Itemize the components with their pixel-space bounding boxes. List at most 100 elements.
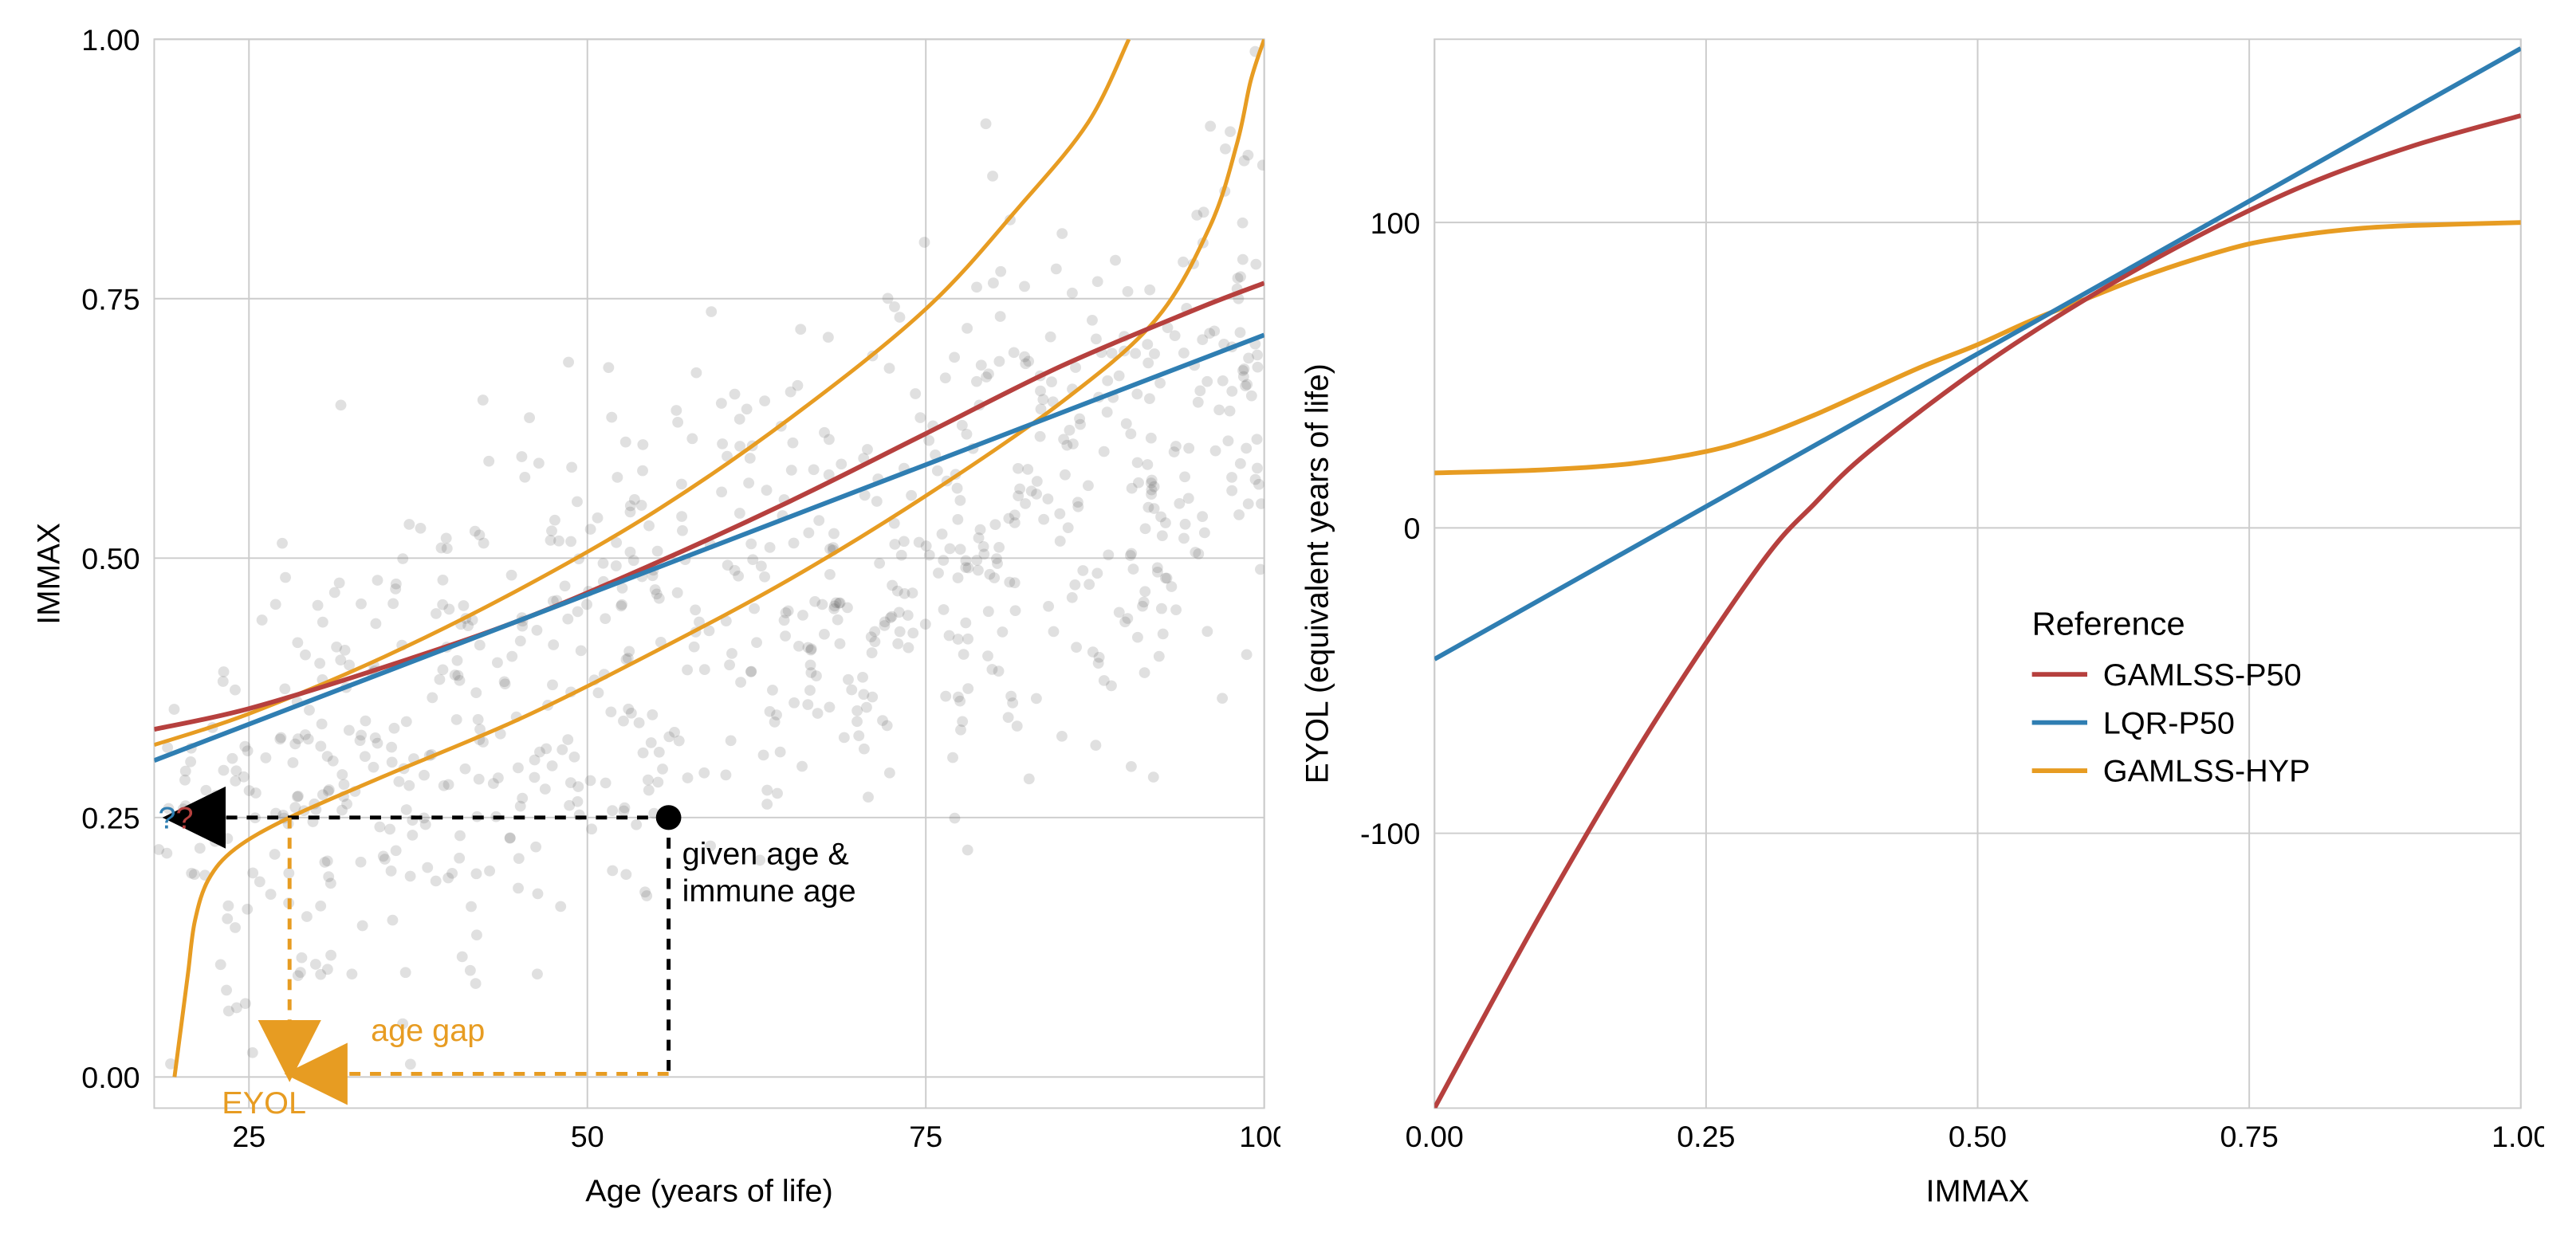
scatter-point bbox=[1009, 347, 1020, 358]
scatter-point bbox=[997, 626, 1008, 638]
scatter-point bbox=[835, 638, 846, 650]
figure-container: ??given age &immune ageage gapEYOL255075… bbox=[0, 0, 2576, 1260]
scatter-point bbox=[991, 553, 1002, 564]
scatter-point bbox=[638, 748, 649, 759]
scatter-point bbox=[1146, 433, 1157, 444]
scatter-point bbox=[1139, 667, 1150, 678]
scatter-point bbox=[690, 367, 702, 379]
scatter-point bbox=[607, 805, 618, 816]
scatter-point bbox=[726, 735, 737, 746]
scatter-point bbox=[796, 761, 808, 772]
scatter-point bbox=[585, 524, 596, 535]
scatter-point bbox=[247, 868, 258, 879]
scatter-point bbox=[938, 604, 950, 615]
scatter-point bbox=[899, 588, 910, 599]
scatter-point bbox=[403, 519, 415, 530]
scatter-point bbox=[795, 324, 806, 335]
y-tick-label: 1.00 bbox=[81, 23, 140, 57]
scatter-point bbox=[524, 412, 535, 423]
scatter-point bbox=[775, 747, 786, 758]
scatter-point bbox=[989, 519, 1001, 530]
scatter-point bbox=[993, 356, 1005, 367]
scatter-point bbox=[1083, 579, 1095, 590]
scatter-point bbox=[811, 670, 822, 681]
scatter-point bbox=[637, 465, 648, 477]
scatter-point bbox=[1205, 121, 1216, 132]
scatter-point bbox=[218, 666, 230, 677]
scatter-point bbox=[488, 778, 499, 789]
scatter-point bbox=[1174, 498, 1185, 509]
scatter-point bbox=[314, 657, 325, 669]
scatter-point bbox=[1009, 577, 1021, 588]
scatter-point bbox=[1170, 604, 1182, 615]
scatter-point bbox=[625, 507, 636, 518]
scatter-point bbox=[1087, 315, 1098, 326]
scatter-point bbox=[474, 640, 486, 651]
scatter-point bbox=[1199, 528, 1210, 539]
scatter-point bbox=[828, 528, 840, 540]
scatter-point bbox=[231, 1003, 242, 1014]
scatter-point bbox=[471, 869, 482, 880]
scatter-point bbox=[563, 357, 574, 368]
scatter-point bbox=[836, 459, 847, 470]
scatter-point bbox=[953, 572, 964, 583]
scatter-point bbox=[222, 901, 234, 912]
scatter-point bbox=[277, 538, 288, 549]
scatter-point bbox=[201, 798, 212, 809]
scatter-point bbox=[270, 599, 281, 610]
scatter-point bbox=[808, 464, 820, 475]
scatter-point bbox=[317, 719, 328, 730]
scatter-point bbox=[462, 620, 474, 631]
scatter-point bbox=[724, 659, 735, 670]
scatter-point bbox=[460, 763, 471, 775]
scatter-point bbox=[222, 833, 233, 844]
scatter-point bbox=[1132, 632, 1143, 643]
scatter-point bbox=[816, 599, 828, 610]
scatter-point bbox=[356, 599, 367, 610]
scatter-point bbox=[789, 697, 800, 709]
scatter-point bbox=[643, 785, 655, 796]
x-tick-label: 0.75 bbox=[2220, 1120, 2278, 1153]
scatter-point bbox=[819, 427, 830, 438]
scatter-point bbox=[374, 822, 385, 833]
scatter-point bbox=[541, 744, 552, 755]
scatter-point bbox=[606, 412, 617, 423]
scatter-point bbox=[222, 913, 233, 924]
scatter-point bbox=[993, 542, 1005, 553]
scatter-point bbox=[556, 744, 568, 756]
scatter-point bbox=[1131, 389, 1142, 400]
scatter-point bbox=[643, 520, 655, 532]
scatter-point bbox=[1197, 334, 1208, 345]
scatter-point bbox=[304, 705, 315, 716]
scatter-point bbox=[761, 799, 773, 810]
scatter-point bbox=[734, 508, 745, 519]
scatter-point bbox=[735, 677, 746, 688]
scatter-point bbox=[442, 543, 453, 554]
scatter-point bbox=[1142, 358, 1154, 369]
scatter-point bbox=[547, 679, 558, 690]
scatter-point bbox=[887, 611, 898, 622]
scatter-point bbox=[851, 705, 863, 716]
scatter-point bbox=[513, 763, 524, 774]
scatter-point bbox=[823, 332, 834, 343]
scatter-point bbox=[1256, 498, 1267, 509]
scatter-point bbox=[360, 751, 371, 762]
scatter-point bbox=[250, 787, 262, 799]
scatter-point bbox=[1217, 375, 1229, 387]
scatter-point bbox=[631, 819, 642, 830]
scatter-point bbox=[895, 312, 906, 323]
scatter-point bbox=[1169, 446, 1180, 457]
scatter-point bbox=[325, 950, 336, 961]
annot-given-text: given age & bbox=[682, 837, 849, 872]
scatter-point bbox=[506, 651, 517, 662]
scatter-point bbox=[384, 824, 395, 835]
scatter-point bbox=[603, 362, 614, 373]
scatter-point bbox=[533, 457, 545, 469]
scatter-point bbox=[1013, 463, 1024, 474]
scatter-point bbox=[221, 985, 232, 996]
scatter-point bbox=[300, 650, 311, 661]
scatter-point bbox=[329, 587, 340, 599]
scatter-point bbox=[1240, 380, 1251, 391]
scatter-point bbox=[1238, 371, 1249, 383]
scatter-point bbox=[995, 266, 1006, 277]
